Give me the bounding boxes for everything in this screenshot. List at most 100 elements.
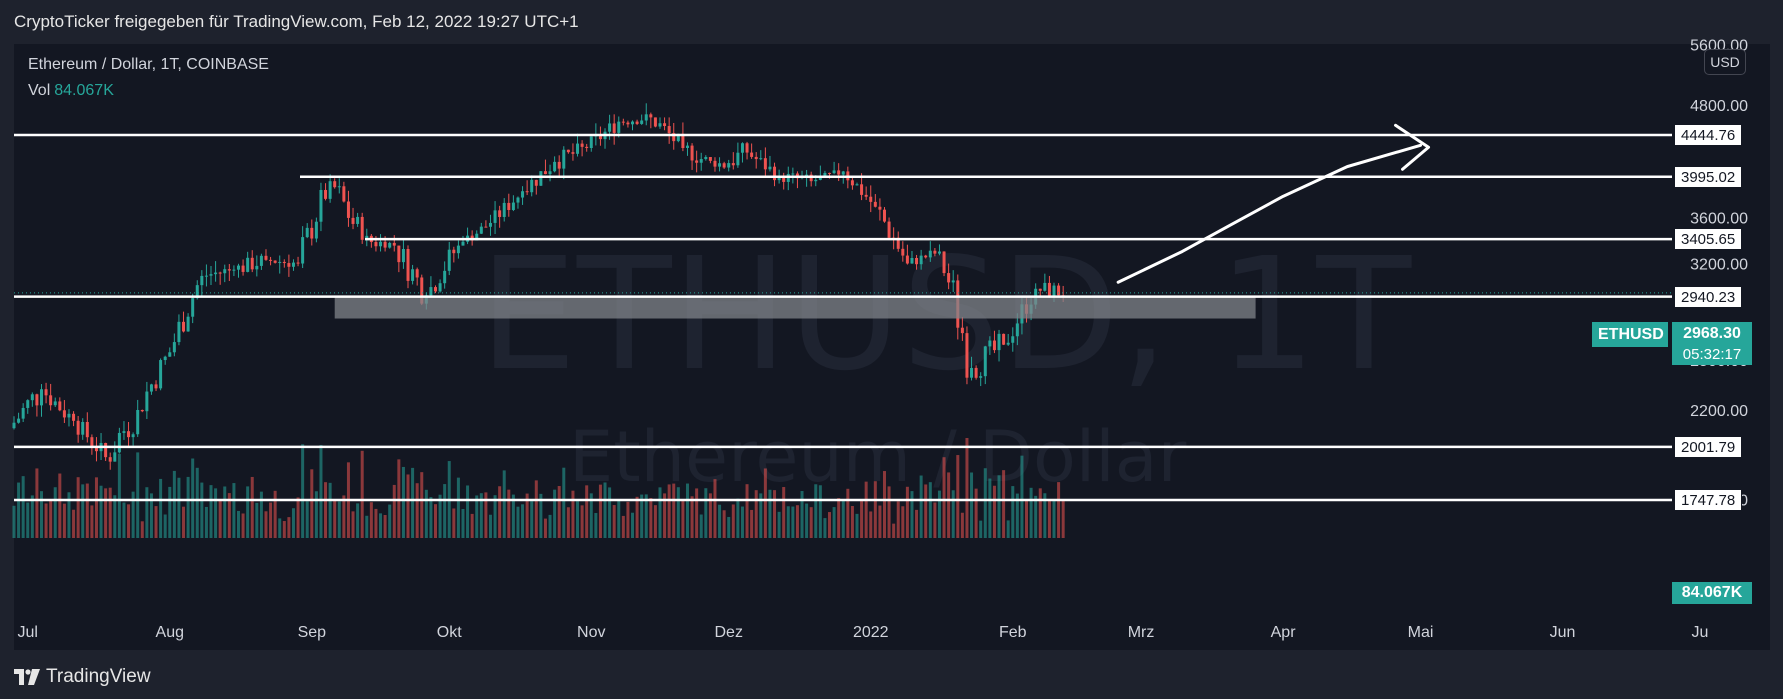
x-tick-label: Mrz — [1128, 624, 1155, 641]
x-tick-label: Ju — [1692, 624, 1709, 641]
candle-body — [388, 242, 392, 248]
level-price-tag: 2940.23 — [1674, 285, 1743, 308]
volume-bar — [154, 506, 158, 538]
volume-bar — [727, 516, 731, 538]
volume-bar — [754, 490, 758, 538]
volume-bar — [988, 478, 992, 538]
candle-body — [562, 149, 566, 169]
volume-bar — [379, 513, 383, 538]
candle-body — [823, 172, 827, 177]
candle-body — [26, 400, 30, 408]
volume-bar — [644, 494, 648, 538]
volume-tag: 84.067K — [1672, 582, 1752, 604]
volume-bar — [1057, 482, 1061, 538]
volume-bar — [507, 489, 511, 538]
candle-body — [438, 283, 442, 292]
volume-bar — [576, 501, 580, 538]
candle-body — [209, 274, 213, 276]
volume-bar — [90, 505, 94, 538]
candle-body — [236, 265, 240, 270]
volume-bar — [351, 511, 355, 538]
volume-bar — [99, 485, 103, 538]
candle-body — [232, 269, 236, 271]
candle-body — [200, 275, 204, 286]
volume-bar — [140, 521, 144, 538]
volume-bar — [12, 505, 16, 538]
projection-arrow — [1116, 123, 1431, 284]
candle-body — [837, 170, 841, 175]
volume-bar — [1047, 500, 1051, 538]
volume-bar — [974, 488, 978, 538]
candle-body — [420, 277, 424, 304]
volume-bar — [131, 491, 135, 538]
horizontal-levels — [14, 133, 1672, 502]
candle-body — [62, 410, 66, 418]
volume-bar — [663, 493, 667, 538]
volume-bar — [530, 501, 534, 538]
volume-bars — [12, 438, 1065, 538]
tradingview-logo[interactable]: TradingView — [14, 666, 151, 688]
candle-body — [30, 394, 34, 401]
level-price-tag: 3995.02 — [1674, 165, 1743, 188]
candle-body — [722, 163, 726, 168]
candle-body — [585, 146, 589, 149]
candle-body — [346, 201, 350, 218]
candle-body — [461, 241, 465, 246]
volume-bar — [470, 513, 474, 538]
candle-body — [681, 133, 685, 149]
candle-body — [365, 235, 369, 240]
volume-bar — [443, 484, 447, 538]
candle-body — [960, 327, 964, 334]
volume-bar — [94, 477, 98, 538]
candle-body — [195, 285, 199, 299]
volume-bar — [356, 503, 360, 538]
candle-body — [791, 173, 795, 175]
volume-bar — [484, 492, 488, 538]
volume-bar — [21, 476, 25, 538]
candle-body — [383, 241, 387, 248]
volume-bar — [337, 501, 341, 538]
candle-body — [314, 221, 318, 239]
candle-body — [1011, 336, 1015, 343]
candle-body — [131, 434, 135, 438]
currency-button[interactable]: USD — [1704, 49, 1746, 75]
candle-body — [617, 121, 621, 133]
volume-bar — [708, 493, 712, 538]
volume-bar — [621, 515, 625, 538]
volume-bar — [383, 514, 387, 538]
volume-bar — [713, 479, 717, 538]
volume-bar — [301, 444, 305, 538]
volume-bar — [805, 503, 809, 538]
volume-bar — [456, 477, 460, 538]
candle-body — [35, 394, 39, 406]
candle-body — [67, 413, 71, 418]
volume-bar — [905, 486, 909, 538]
volume-bar — [997, 475, 1001, 538]
volume-bar — [585, 485, 589, 538]
candle-body — [608, 123, 612, 132]
candle-body — [864, 194, 868, 197]
volume-bar — [218, 500, 222, 538]
candle-body — [910, 257, 914, 264]
candle-body — [356, 216, 360, 224]
volume-bar — [360, 450, 364, 538]
candle-body — [759, 158, 763, 160]
volume-bar — [543, 518, 547, 538]
volume-bar — [44, 503, 48, 538]
x-tick-label: Jun — [1550, 624, 1576, 641]
candle-body — [690, 145, 694, 161]
volume-bar — [1029, 487, 1033, 538]
candle-body — [85, 421, 89, 438]
candle-body — [324, 189, 328, 199]
candle-body — [342, 186, 346, 202]
volume-legend: Vol 84.067K — [28, 78, 269, 104]
candle-body — [736, 152, 740, 166]
volume-bar — [434, 504, 437, 538]
candle-body — [598, 134, 602, 140]
candle-body — [873, 201, 877, 207]
volume-bar — [667, 484, 671, 538]
candle-body — [204, 275, 208, 277]
x-tick-label: Dez — [714, 624, 742, 641]
volume-bar — [676, 487, 680, 538]
